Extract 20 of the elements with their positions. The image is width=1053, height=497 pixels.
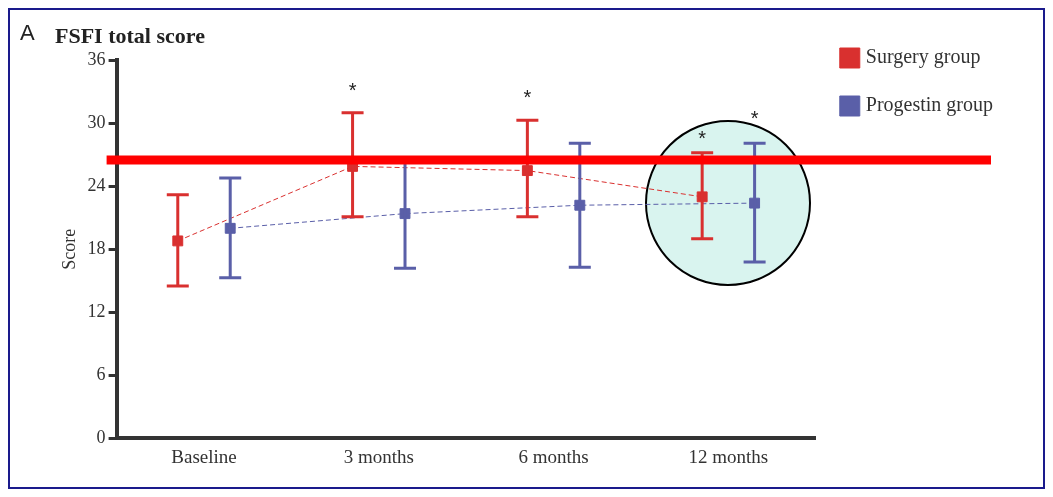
- y-tick-label: 30: [87, 112, 106, 133]
- annotation: *: [698, 126, 707, 149]
- y-tick-label: 24: [87, 175, 106, 196]
- annotation: *: [348, 78, 357, 101]
- text: A: [20, 20, 35, 45]
- x-tick-label: 12 months: [688, 445, 769, 467]
- y-tick-label: 6: [96, 363, 106, 384]
- annotation: *: [750, 107, 759, 130]
- x-tick-label: 3 months: [343, 445, 414, 467]
- legend-label: Surgery group: [865, 45, 981, 69]
- chart-title: FSFI total score: [55, 22, 206, 48]
- x-tick-label: 6 months: [518, 445, 589, 467]
- legend-label: Progestin group: [865, 93, 993, 117]
- annotation: *: [523, 86, 532, 109]
- y-tick-label: 12: [87, 301, 106, 321]
- y-tick-label: 18: [87, 238, 106, 259]
- y-tick-label: 36: [87, 49, 106, 70]
- x-tick-label: Baseline: [171, 445, 237, 467]
- y-tick-label: 0: [96, 426, 106, 447]
- y-axis-title: Score: [58, 228, 79, 270]
